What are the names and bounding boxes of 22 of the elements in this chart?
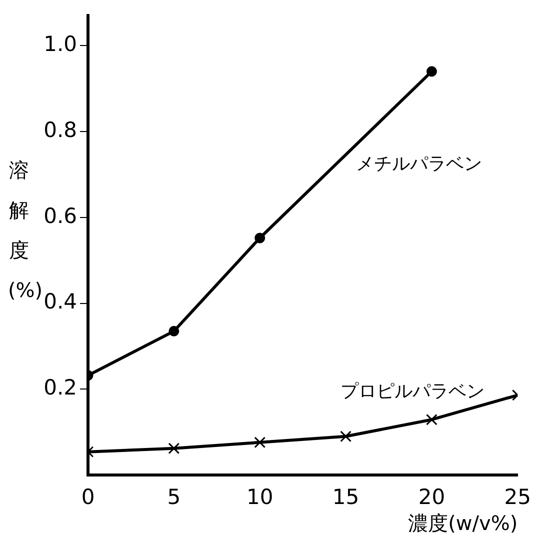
series-label: プロピルパラベン [340,381,485,402]
point [168,326,180,336]
point [254,232,266,244]
point [426,414,438,426]
y-tick-label: 0.2 [44,376,77,400]
y-tick-label: 0.4 [44,290,77,314]
point [168,442,180,454]
series-label: メチルパラベン [356,153,482,174]
y-axis-title: 溶解度(%) [8,157,43,304]
y-tick-label: 0.6 [44,204,77,228]
point [340,430,352,442]
x-tick-label: 15 [332,485,360,510]
x-tick-label: 25 [504,485,532,510]
x-tick-label: 5 [167,485,181,510]
y-tick-label: 1.0 [44,32,77,56]
point [426,66,437,77]
point [254,436,266,448]
x-axis-title: 濃度(w/v%) [408,511,518,536]
x-tick-label: 20 [418,485,446,510]
x-tick-label: 10 [246,485,274,510]
x-tick-label: 0 [81,485,95,510]
y-tick-label: 0.8 [44,118,77,142]
